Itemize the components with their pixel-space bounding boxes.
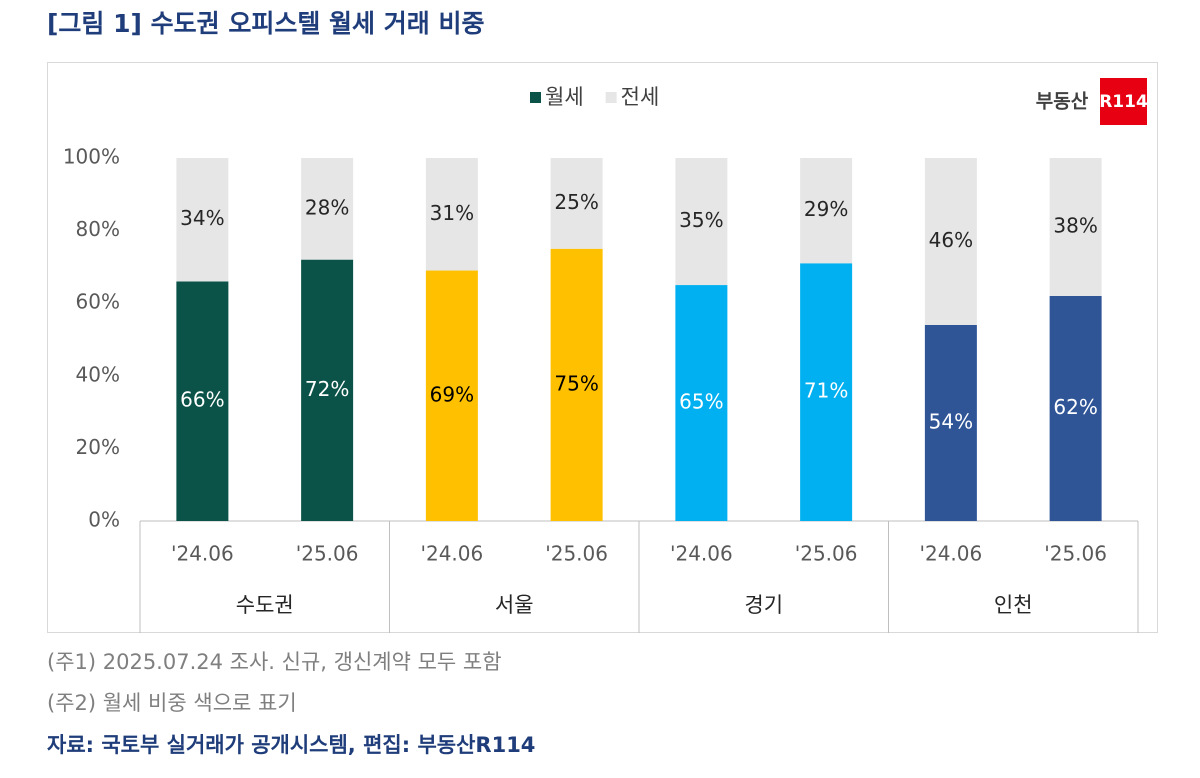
chart-title: [그림 1] 수도권 오피스텔 월세 거래 비중 bbox=[47, 9, 484, 38]
bar-segment bbox=[800, 158, 853, 264]
data-label: 62% bbox=[1053, 395, 1097, 419]
y-tick-label: 20% bbox=[76, 435, 120, 459]
legend-swatch bbox=[605, 92, 617, 103]
x-tick-label: '24.06 bbox=[420, 542, 483, 566]
data-label: 69% bbox=[430, 382, 474, 406]
bar-segment bbox=[800, 263, 853, 521]
y-tick-label: 100% bbox=[63, 145, 120, 169]
bar-segment bbox=[550, 248, 603, 521]
data-label: 54% bbox=[929, 409, 973, 433]
x-tick-label: '25.06 bbox=[795, 542, 858, 566]
x-tick-label: '25.06 bbox=[545, 542, 608, 566]
y-tick-label: 80% bbox=[76, 217, 120, 241]
group-label: 경기 bbox=[744, 593, 783, 617]
x-tick-label: '24.06 bbox=[171, 542, 234, 566]
data-label: 66% bbox=[180, 388, 224, 412]
group-label: 인천 bbox=[994, 593, 1033, 617]
x-tick-label: '24.06 bbox=[919, 542, 982, 566]
bar-segment bbox=[301, 259, 354, 521]
y-tick-label: 40% bbox=[76, 362, 120, 386]
note: (주2) 월세 비중 색으로 표기 bbox=[47, 691, 297, 715]
data-label: 46% bbox=[929, 228, 973, 252]
bar-segment bbox=[675, 158, 728, 286]
data-label: 28% bbox=[305, 195, 349, 219]
bar-segment bbox=[176, 281, 229, 521]
data-label: 35% bbox=[679, 208, 723, 232]
bar-segment bbox=[924, 158, 977, 325]
data-label: 75% bbox=[554, 371, 598, 395]
y-tick-label: 60% bbox=[76, 290, 120, 314]
x-tick-label: '25.06 bbox=[296, 542, 359, 566]
data-label: 38% bbox=[1053, 213, 1097, 237]
y-tick-label: 0% bbox=[88, 508, 120, 532]
data-label: 29% bbox=[804, 197, 848, 221]
logo-mark: R114 bbox=[1099, 92, 1148, 112]
data-label: 72% bbox=[305, 377, 349, 401]
bar-segment bbox=[425, 270, 478, 521]
group-label: 수도권 bbox=[236, 593, 294, 617]
logo-text: 부동산 bbox=[1036, 91, 1089, 113]
bar-segment bbox=[301, 158, 354, 260]
data-label: 71% bbox=[804, 379, 848, 403]
x-tick-label: '24.06 bbox=[670, 542, 733, 566]
bar-segment bbox=[550, 158, 603, 249]
bar-segment bbox=[924, 324, 977, 521]
data-label: 34% bbox=[180, 206, 224, 230]
bar-segment bbox=[675, 285, 728, 521]
group-label: 서울 bbox=[495, 593, 534, 617]
legend-label: 월세 bbox=[545, 85, 584, 109]
note: (주1) 2025.07.24 조사. 신규, 갱신계약 모두 포함 bbox=[47, 650, 502, 674]
bar-segment bbox=[176, 158, 229, 282]
bar-segment bbox=[1049, 158, 1102, 296]
logo-box bbox=[1100, 78, 1147, 125]
bar-segment bbox=[425, 158, 478, 271]
data-label: 31% bbox=[430, 201, 474, 225]
legend-swatch bbox=[530, 92, 541, 103]
legend-label: 전세 bbox=[621, 85, 660, 109]
chart-frame bbox=[47, 62, 1158, 633]
source: 자료: 국토부 실거래가 공개시스템, 편집: 부동산R114 bbox=[47, 733, 535, 757]
bar-segment bbox=[1049, 295, 1102, 521]
x-tick-label: '25.06 bbox=[1044, 542, 1107, 566]
data-label: 65% bbox=[679, 390, 723, 414]
data-label: 25% bbox=[554, 190, 598, 214]
